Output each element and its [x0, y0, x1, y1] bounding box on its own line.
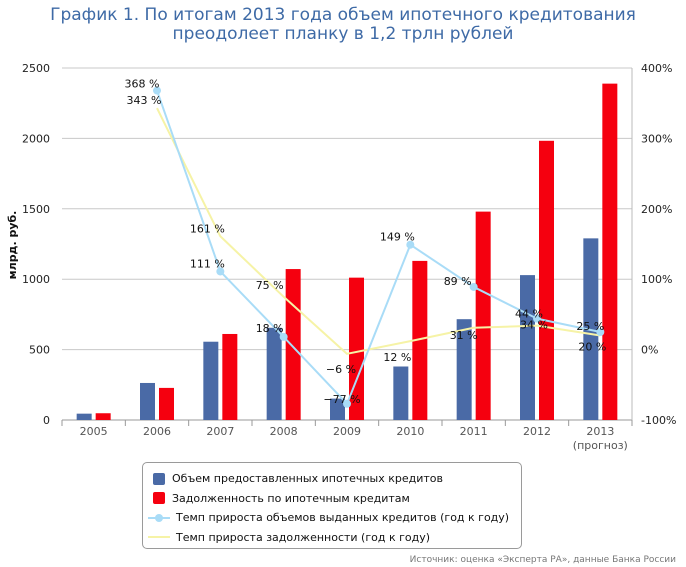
bars: [76, 83, 618, 421]
y2-tick-label: 200%: [641, 203, 672, 216]
bar-debt: [475, 211, 491, 420]
label-issued-growth: −77 %: [323, 393, 360, 406]
label-issued-growth: 368 %: [125, 78, 160, 91]
label-debt-growth: 34 %: [520, 319, 548, 332]
y-tick-label: 1500: [22, 203, 50, 216]
x-tick-label: 2006: [143, 425, 171, 438]
y-axis-title: млрд. руб.: [6, 211, 19, 280]
legend-item-issued[interactable]: Объем предоставленных ипотечных кредитов: [143, 469, 521, 489]
x-tick-label: 2010: [396, 425, 424, 438]
legend-swatch-debt: [153, 492, 165, 505]
x-tick-label: 2008: [270, 425, 298, 438]
bar-issued: [520, 275, 535, 420]
bar-debt: [602, 83, 618, 421]
legend-label-issued: Объем предоставленных ипотечных кредитов: [172, 472, 444, 486]
source-note: Источник: оценка «Эксперта РА», данные Б…: [409, 555, 676, 565]
legend-line-issued-growth: [148, 512, 170, 524]
legend-line-debt-growth: [148, 531, 170, 543]
bar-debt: [285, 269, 301, 420]
label-debt-growth: 20 %: [578, 341, 606, 354]
label-debt-growth: 343 %: [127, 94, 162, 107]
legend-label-debt: Задолженность по ипотечным кредитам: [172, 491, 410, 505]
label-debt-growth: 161 %: [190, 222, 225, 235]
bar-debt: [412, 260, 428, 420]
x-tick-label: 2009: [333, 425, 361, 438]
bar-debt: [539, 140, 554, 421]
bar-debt: [159, 387, 174, 420]
legend-item-debt[interactable]: Задолженность по ипотечным кредитам: [143, 489, 521, 509]
label-debt-growth: −6 %: [326, 363, 356, 376]
x-tick-label: 2012: [523, 425, 551, 438]
y2-tick-label: 0%: [641, 344, 658, 357]
point-issued-growth: [343, 399, 351, 408]
x-tick-label: 2007: [206, 425, 234, 438]
bar-issued: [456, 319, 472, 420]
line-debt-growth: [156, 107, 601, 355]
point-issued-growth: [406, 240, 415, 249]
legend-label-issued-growth: Темп прироста объемов выданных кредитов …: [176, 511, 510, 525]
y-tick-label: 1000: [22, 273, 50, 286]
label-issued-growth: 25 %: [576, 320, 604, 333]
axes: 0 500 1000 1500 2000 2500 -100% 0% 100% 200% 300% 4…: [6, 62, 676, 452]
bar-issued: [266, 327, 282, 420]
point-issued-growth: [279, 332, 288, 341]
label-debt-growth: 31 %: [450, 329, 478, 342]
chart-title: График 1. По итогам 2013 года объем ипот…: [50, 5, 636, 44]
x-tick-label: 2013: [586, 425, 614, 438]
bar-issued: [393, 366, 409, 420]
bar-issued: [203, 341, 219, 420]
point-issued-growth: [533, 314, 541, 323]
legend-swatch-issued: [153, 472, 165, 485]
bar-issued: [76, 413, 92, 420]
label-issued-growth: 149 %: [380, 231, 415, 244]
x-tick-label: 2005: [80, 425, 108, 438]
point-issued-growth: [153, 86, 161, 95]
data-labels: 368 % 111 % 18 % −77 % 149 % 89 % 44 % 25 % 343 …: [125, 78, 607, 406]
bar-issued: [140, 382, 155, 420]
growth-lines: [153, 86, 605, 408]
y-tick-label: 0: [43, 414, 50, 427]
line-issued-growth: [156, 90, 601, 405]
y2-tick-label: 400%: [641, 62, 672, 75]
bar-issued: [330, 398, 345, 420]
legend: Объем предоставленных ипотечных кредитов…: [142, 462, 522, 549]
legend-item-debt-growth[interactable]: Темп прироста задолженности (год к году): [143, 528, 521, 548]
label-debt-growth: 75 %: [256, 279, 284, 292]
label-debt-growth: 12 %: [383, 351, 411, 364]
y2-tick-label: -100%: [641, 414, 676, 427]
x-tick-label: 2011: [460, 425, 488, 438]
label-issued-growth: 44 %: [515, 308, 543, 321]
y-tick-label: 2000: [22, 132, 50, 145]
legend-item-issued-growth[interactable]: Темп прироста объемов выданных кредитов …: [143, 508, 521, 528]
y2-tick-label: 100%: [641, 273, 672, 286]
point-issued-growth: [469, 282, 478, 291]
bar-debt: [349, 277, 364, 420]
bar-debt: [222, 333, 238, 420]
label-issued-growth: 111 %: [190, 257, 225, 270]
x-tick-sublabel: (прогноз): [573, 439, 628, 452]
point-issued-growth: [596, 328, 605, 336]
legend-label-debt-growth: Темп прироста задолженности (год к году): [176, 530, 431, 544]
y-tick-label: 500: [29, 344, 50, 357]
bar-debt: [95, 413, 111, 420]
label-issued-growth: 18 %: [256, 322, 284, 335]
y2-tick-label: 300%: [641, 132, 672, 145]
point-issued-growth: [216, 267, 225, 276]
label-issued-growth: 89 %: [444, 275, 472, 288]
y-tick-label: 2500: [22, 62, 50, 75]
